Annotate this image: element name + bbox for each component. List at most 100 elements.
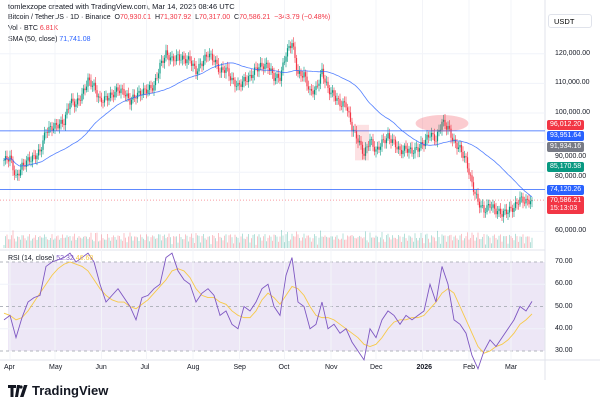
volume-bar bbox=[123, 233, 125, 248]
volume-bar bbox=[519, 236, 521, 248]
symbol-name[interactable]: Bitcoin / TetherUS · 1D · Binance bbox=[8, 14, 111, 21]
volume-bar bbox=[465, 236, 467, 248]
sma-line bbox=[3, 62, 533, 198]
volume-bar bbox=[72, 236, 74, 248]
candle-body bbox=[507, 212, 509, 215]
volume-bar bbox=[437, 230, 438, 248]
candle-body bbox=[486, 205, 488, 213]
rsi-ma-line bbox=[3, 261, 533, 354]
candle-body bbox=[208, 53, 211, 58]
candle-body bbox=[252, 74, 254, 79]
volume-bar bbox=[290, 239, 291, 248]
volume-bar bbox=[204, 238, 206, 248]
volume-bar bbox=[75, 239, 77, 248]
candle-body bbox=[388, 133, 391, 139]
volume-bar bbox=[201, 236, 203, 248]
volume-bar bbox=[135, 236, 137, 248]
candle-body bbox=[250, 74, 253, 79]
volume-bar bbox=[237, 237, 239, 248]
volume-bar bbox=[395, 237, 396, 248]
candle-body bbox=[264, 63, 266, 69]
candle-body bbox=[288, 45, 290, 49]
candle-body bbox=[411, 147, 413, 154]
candle-body bbox=[87, 77, 89, 87]
candle-body bbox=[235, 86, 238, 87]
price-label: 70,586.21 15:13:03 bbox=[547, 195, 585, 214]
volume-bar bbox=[464, 238, 465, 248]
volume-bar bbox=[329, 237, 330, 248]
rsi-line bbox=[3, 252, 533, 371]
volume-bar bbox=[450, 234, 452, 248]
candle-body bbox=[136, 92, 139, 99]
volume-bar bbox=[56, 236, 57, 248]
rsi-tick: 70.00 bbox=[555, 258, 573, 265]
candle-body bbox=[397, 146, 400, 150]
volume-label: Vol · BTC bbox=[8, 25, 38, 32]
candle-body bbox=[519, 197, 521, 205]
candle-body bbox=[52, 128, 55, 131]
time-tick: Sep bbox=[233, 364, 246, 371]
volume-bar bbox=[494, 234, 495, 248]
volume-bar bbox=[63, 237, 65, 248]
volume-bar bbox=[225, 234, 227, 248]
price-label: 93,951.64 bbox=[547, 130, 585, 141]
rsi-label: RSI (14, close) bbox=[8, 255, 55, 262]
volume-bar bbox=[11, 235, 12, 248]
volume-bar bbox=[279, 236, 281, 248]
candle-body bbox=[444, 119, 446, 126]
volume-bar bbox=[116, 239, 117, 248]
legend-volume-row[interactable]: Vol · BTC 6.81K bbox=[8, 25, 58, 32]
volume-bar bbox=[327, 237, 329, 248]
candle-body bbox=[127, 93, 130, 98]
volume-bar bbox=[372, 237, 374, 248]
candle-body bbox=[132, 94, 134, 100]
price-chart[interactable] bbox=[0, 0, 600, 380]
candle-body bbox=[193, 63, 196, 66]
currency-button[interactable]: USDT bbox=[548, 14, 592, 28]
candle-body bbox=[330, 92, 332, 95]
volume-bar bbox=[531, 237, 533, 248]
volume-bar bbox=[227, 242, 228, 248]
volume-bar bbox=[362, 238, 363, 248]
rsi-value: 52.32 bbox=[56, 255, 74, 262]
rsi-tick: 60.00 bbox=[555, 280, 573, 288]
candle-body bbox=[418, 148, 421, 152]
candle-body bbox=[168, 55, 170, 61]
candle-body bbox=[204, 54, 206, 61]
time-tick: Jul bbox=[140, 364, 150, 371]
price-tick: 120,000.00 bbox=[555, 49, 591, 57]
volume-bar bbox=[33, 237, 35, 248]
time-tick: Mar bbox=[505, 364, 518, 371]
candle-body bbox=[376, 146, 379, 150]
volume-bar bbox=[387, 233, 389, 248]
volume-bar bbox=[513, 240, 515, 248]
candle-body bbox=[492, 204, 494, 208]
volume-bar bbox=[396, 239, 398, 248]
candle-body bbox=[358, 140, 361, 143]
candle-body bbox=[391, 139, 394, 143]
volume-bar bbox=[270, 236, 272, 248]
volume-bar bbox=[497, 239, 498, 248]
candle-body bbox=[490, 207, 493, 209]
volume-bar bbox=[110, 240, 111, 248]
candle-body bbox=[166, 50, 169, 56]
candle-body bbox=[379, 146, 382, 150]
volume-bar bbox=[156, 238, 158, 248]
candle-body bbox=[105, 96, 107, 97]
candle-body bbox=[285, 56, 287, 62]
candle-body bbox=[70, 98, 73, 104]
volume-bar bbox=[189, 236, 191, 248]
volume-bar bbox=[479, 239, 480, 248]
volume-bar bbox=[438, 237, 440, 248]
volume-bar bbox=[314, 234, 315, 248]
volume-bar bbox=[455, 235, 456, 248]
candle-body bbox=[217, 63, 220, 72]
candle-body bbox=[187, 56, 190, 60]
volume-bar bbox=[266, 241, 267, 248]
legend-sma-row[interactable]: SMA (50, close) 71,741.08 bbox=[8, 36, 91, 43]
candle-body bbox=[58, 123, 61, 129]
legend-rsi-row[interactable]: RSI (14, close) 52.32 46.68 bbox=[8, 255, 93, 262]
candle-body bbox=[382, 139, 385, 141]
time-tick: Nov bbox=[325, 364, 338, 371]
high-label: H bbox=[154, 14, 161, 21]
